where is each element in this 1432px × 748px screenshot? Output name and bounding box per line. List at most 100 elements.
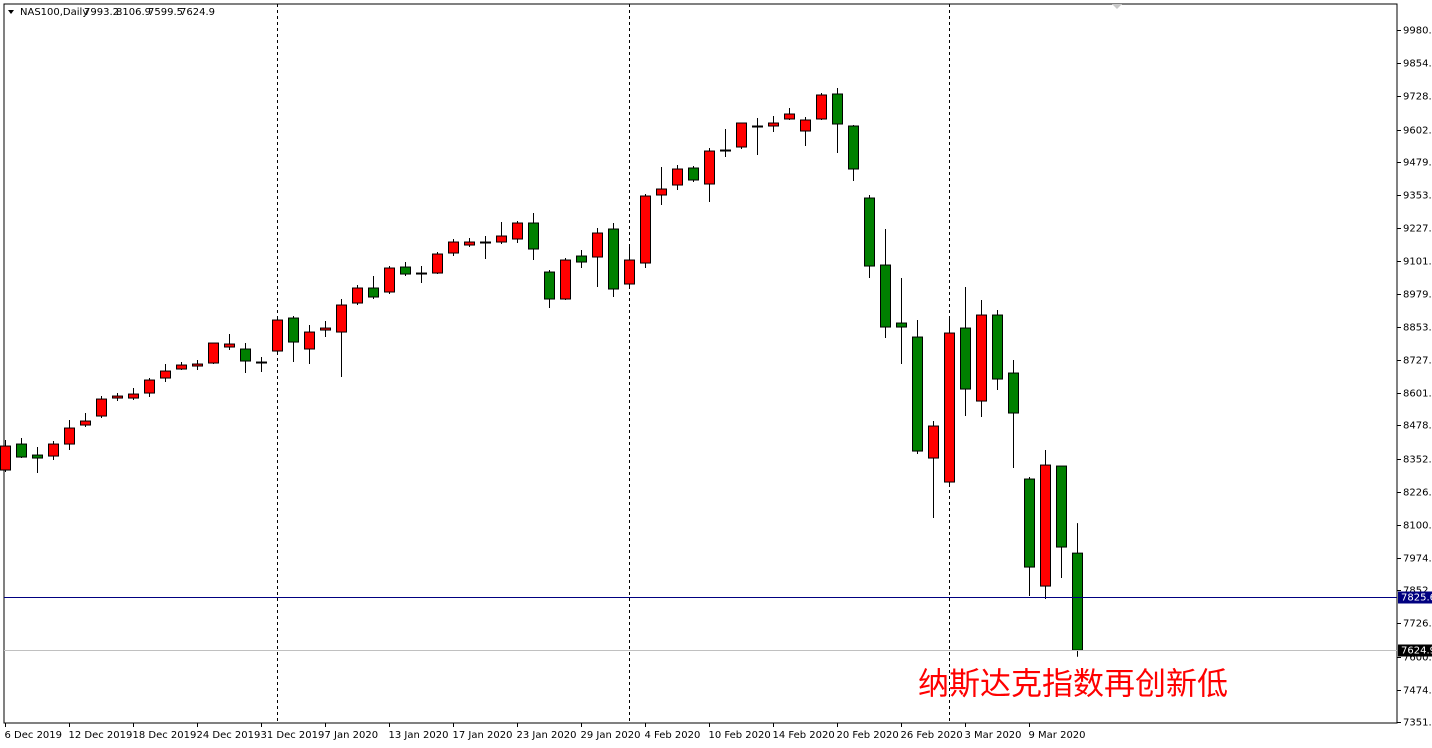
candle-body [400, 266, 411, 275]
x-tick-label: 13 Jan 2020 [389, 730, 449, 741]
x-tick-label: 10 Feb 2020 [709, 730, 771, 741]
y-tick-label: 7474.0 [1403, 686, 1432, 697]
candle-body [960, 327, 971, 390]
annotation: 纳斯达克指数再创新低 [918, 667, 1228, 703]
x-tick-label: 31 Dec 2019 [261, 730, 325, 741]
candle-body [720, 149, 731, 152]
candle-body [464, 241, 475, 246]
candle-body [608, 228, 619, 290]
candle-body [480, 241, 491, 244]
candle-body [272, 319, 283, 352]
candle-body [864, 197, 875, 267]
candle-body [288, 317, 299, 343]
candle-body [816, 94, 827, 120]
candle-body [1008, 372, 1019, 414]
x-tick-label: 20 Feb 2020 [837, 730, 899, 741]
x-tick-label: 29 Jan 2020 [581, 730, 641, 741]
candle-body [16, 443, 27, 458]
candle-body [1072, 552, 1083, 651]
candle-body [512, 222, 523, 240]
y-tick-label: 8100.5 [1403, 521, 1432, 532]
y-tick-label: 8478.5 [1403, 421, 1432, 432]
candle-body [144, 379, 155, 394]
candle-body [736, 122, 747, 148]
candle-body [992, 314, 1003, 380]
ohlc-low: 7599.5 [148, 7, 183, 18]
candle-body [832, 93, 843, 125]
candle-body [912, 336, 923, 452]
candle-body [784, 113, 795, 120]
candle-body [336, 304, 347, 333]
price-level-box [1398, 644, 1432, 657]
x-tick-label: 12 Dec 2019 [69, 730, 133, 741]
candle-body [352, 287, 363, 304]
y-tick-label: 8853.0 [1403, 323, 1432, 334]
candle-body [432, 253, 443, 274]
candle-body [592, 232, 603, 258]
ohlc-close: 7624.9 [180, 7, 215, 18]
candle-body [688, 167, 699, 181]
ohlc-high: 8106.9 [116, 7, 151, 18]
candle-body [192, 363, 203, 367]
candle-body [160, 370, 171, 379]
candle-body [624, 259, 635, 285]
candle-body [896, 322, 907, 328]
y-tick-label: 7852.0 [1403, 586, 1432, 597]
y-tick-label: 9980.0 [1403, 26, 1432, 37]
candle-body [384, 267, 395, 293]
menu-arrow[interactable] [8, 10, 14, 14]
y-tick-label: 9353.5 [1403, 191, 1432, 202]
candle-body [528, 222, 539, 250]
shift-marker[interactable] [1112, 4, 1122, 9]
y-tick-label: 9728.0 [1403, 92, 1432, 103]
candle-body [96, 398, 107, 417]
y-tick-label: 7726.0 [1403, 619, 1432, 630]
candle-body [496, 235, 507, 243]
y-tick-label: 7351.5 [1403, 718, 1432, 729]
candle-body [256, 361, 267, 364]
price-level-label: 7624.9 [1401, 646, 1432, 657]
candle-body [304, 331, 315, 350]
y-tick-label: 9854.0 [1403, 59, 1432, 70]
y-tick-label: 7974.5 [1403, 554, 1432, 565]
y-tick-label: 9101.5 [1403, 257, 1432, 268]
candle-body [1040, 464, 1051, 587]
x-tick-label: 3 Mar 2020 [965, 730, 1022, 741]
candle-body [752, 125, 763, 128]
y-tick-label: 8979.0 [1403, 290, 1432, 301]
x-tick-label: 6 Dec 2019 [5, 730, 63, 741]
x-tick-label: 23 Jan 2020 [517, 730, 577, 741]
candle-body [224, 343, 235, 348]
candle-body [976, 314, 987, 402]
candle-body [928, 425, 939, 459]
candle-body [800, 119, 811, 132]
y-tick-label: 8727.0 [1403, 356, 1432, 367]
candle-body [640, 195, 651, 264]
x-tick-label: 4 Feb 2020 [645, 730, 701, 741]
candle-body [320, 327, 331, 331]
candle-body [240, 348, 251, 362]
x-tick-label: 7 Jan 2020 [325, 730, 379, 741]
candle-body [672, 168, 683, 186]
candle-body [656, 188, 667, 196]
x-tick-label: 24 Dec 2019 [197, 730, 261, 741]
candle-body [208, 342, 219, 364]
candle-body [944, 332, 955, 483]
candle-body [1056, 465, 1067, 548]
price-level-label: 7825.6 [1401, 593, 1432, 604]
plot-frame [3, 3, 1398, 724]
candle-body [1024, 478, 1035, 568]
ohlc-open: 7993.2 [84, 7, 119, 18]
x-tick-label: 9 Mar 2020 [1029, 730, 1086, 741]
candle-body [112, 395, 123, 399]
candle-body [848, 125, 859, 170]
candle-body [80, 420, 91, 426]
y-tick-label: 8352.5 [1403, 455, 1432, 466]
candle-body [416, 272, 427, 275]
candle-body [64, 427, 75, 445]
x-tick-label: 18 Dec 2019 [133, 730, 197, 741]
y-tick-label: 9227.5 [1403, 224, 1432, 235]
y-tick-label: 9479.5 [1403, 158, 1432, 169]
x-tick-label: 17 Jan 2020 [453, 730, 513, 741]
